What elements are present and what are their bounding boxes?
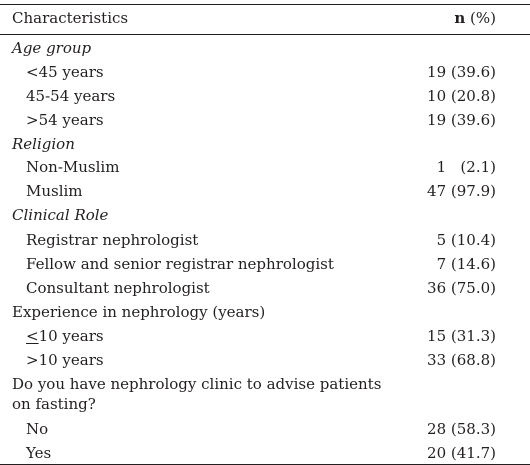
header-n: n <box>454 9 466 27</box>
row-value: 47 (97.9) <box>427 182 496 200</box>
row-label: <10 years <box>26 326 104 346</box>
row-label-rest: 10 years <box>38 327 104 345</box>
header-percent: (%) <box>465 9 496 27</box>
less-equal-sign: < <box>26 327 39 345</box>
section-religion: Religion <box>12 135 75 153</box>
row-label: Non-Muslim <box>26 158 120 176</box>
header-characteristics: Characteristics <box>12 9 129 27</box>
row-label: Fellow and senior registrar nephrologist <box>26 255 334 273</box>
section-experience: Experience in nephrology (years) <box>12 303 266 321</box>
table-header-rule <box>0 34 530 35</box>
row-value: 36 (75.0) <box>427 279 496 297</box>
row-label: >10 years <box>26 351 104 369</box>
section-clinic-question-line1: Do you have nephrology clinic to advise … <box>12 375 382 393</box>
section-clinical-role: Clinical Role <box>12 206 109 224</box>
row-value: 1 (2.1) <box>436 158 496 176</box>
header-n-percent: n (%) <box>454 8 496 28</box>
section-clinic-question-line2: on fasting? <box>12 395 96 413</box>
row-label: <45 years <box>26 63 104 81</box>
row-value: 19 (39.6) <box>427 111 496 129</box>
row-value: 19 (39.6) <box>427 63 496 81</box>
row-label: Yes <box>26 444 52 462</box>
row-value: 20 (41.7) <box>427 444 496 462</box>
row-label: No <box>26 420 49 438</box>
row-value: 33 (68.8) <box>427 351 496 369</box>
row-value: 5 (10.4) <box>436 231 496 249</box>
row-value: 15 (31.3) <box>427 327 496 345</box>
row-label: Muslim <box>26 182 83 200</box>
row-value: 28 (58.3) <box>427 420 496 438</box>
section-age-group: Age group <box>12 39 92 57</box>
row-label: >54 years <box>26 111 104 129</box>
row-label: Registrar nephrologist <box>26 231 199 249</box>
table-top-rule <box>0 4 530 5</box>
row-value: 10 (20.8) <box>427 87 496 105</box>
row-label: 45-54 years <box>26 87 116 105</box>
row-value: 7 (14.6) <box>436 255 496 273</box>
row-label: Consultant nephrologist <box>26 279 210 297</box>
